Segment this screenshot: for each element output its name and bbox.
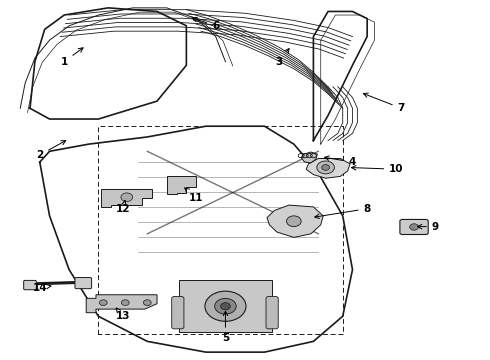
Polygon shape [101,189,152,207]
FancyBboxPatch shape [172,297,184,329]
Polygon shape [301,152,318,163]
FancyBboxPatch shape [24,280,36,290]
Text: 13: 13 [116,308,130,321]
Polygon shape [167,176,196,194]
Circle shape [410,224,418,230]
Circle shape [99,300,107,306]
FancyBboxPatch shape [400,220,428,234]
Circle shape [215,298,236,314]
Text: 2: 2 [36,141,66,160]
Polygon shape [179,280,272,332]
Text: 7: 7 [364,93,405,113]
Text: 9: 9 [417,222,439,231]
Text: 12: 12 [116,201,130,214]
Text: 10: 10 [351,164,404,174]
Circle shape [122,300,129,306]
Polygon shape [86,295,157,313]
Text: 8: 8 [315,204,371,219]
Polygon shape [267,205,323,237]
Circle shape [144,300,151,306]
Text: 11: 11 [185,188,203,203]
Text: 4: 4 [324,156,356,167]
FancyBboxPatch shape [75,278,92,289]
Circle shape [317,161,334,174]
Circle shape [287,216,301,226]
Circle shape [322,165,330,170]
FancyBboxPatch shape [266,297,278,329]
Text: 3: 3 [275,49,289,67]
Circle shape [220,303,230,310]
Text: 6: 6 [193,17,220,31]
Text: 14: 14 [32,283,51,293]
Circle shape [205,291,246,321]
Text: 1: 1 [61,48,83,67]
Polygon shape [306,158,350,178]
Text: 5: 5 [222,311,229,343]
Circle shape [121,193,133,202]
